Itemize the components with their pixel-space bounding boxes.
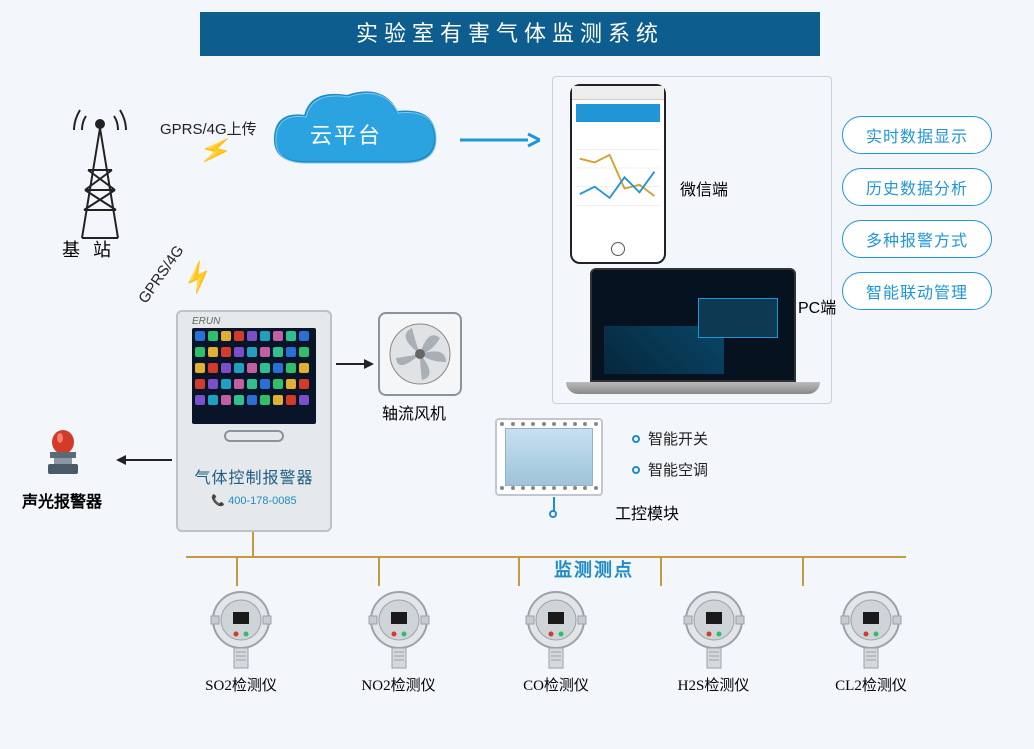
bus-drop — [802, 556, 804, 586]
gas-sensor: CO检测仪 — [501, 586, 611, 695]
bus-vertical — [252, 532, 254, 556]
gas-sensor: H2S检测仪 — [659, 586, 769, 695]
controller-brand: ERUN — [192, 316, 220, 327]
bus-drop — [236, 556, 238, 586]
controller-phone: 📞 400-178-0085 — [178, 494, 330, 507]
bus-drop — [378, 556, 380, 586]
gas-sensor: NO2检测仪 — [344, 586, 454, 695]
cloud-platform-label: 云平台 — [310, 118, 382, 150]
lightning-icon: ⚡ — [177, 257, 219, 299]
feature-pill: 智能联动管理 — [842, 272, 992, 310]
module-bullet-list: 智能开关 智能空调 — [632, 428, 708, 490]
list-item: 智能空调 — [632, 459, 708, 480]
bullet-label: 智能空调 — [648, 459, 708, 480]
arrow-left-icon — [116, 450, 172, 470]
feature-pill: 历史数据分析 — [842, 168, 992, 206]
bus-line — [186, 556, 906, 558]
wechat-client-label: 微信端 — [680, 176, 728, 200]
sensor-label: CL2检测仪 — [835, 674, 907, 695]
feature-list: 实时数据显示 历史数据分析 多种报警方式 智能联动管理 — [842, 116, 992, 310]
base-station-icon — [60, 90, 140, 240]
connector-dot — [549, 510, 557, 518]
sensor-row: SO2检测仪 NO2检测仪 CO检测 — [186, 586, 926, 695]
sensor-label: NO2检测仪 — [361, 674, 435, 695]
sensor-label: H2S检测仪 — [678, 674, 750, 695]
gas-controller-box: ERUN 气体控制报警器 📞 400-178-0085 — [176, 310, 332, 532]
base-station-label: 基 站 — [62, 236, 115, 262]
monitor-points-label: 监测测点 — [554, 556, 634, 582]
axial-fan-label: 轴流风机 — [382, 400, 446, 424]
bullet-label: 智能开关 — [648, 428, 708, 449]
page-title: 实验室有害气体监测系统 — [200, 12, 820, 56]
industrial-module-icon — [495, 418, 603, 496]
gas-sensor: CL2检测仪 — [816, 586, 926, 695]
bus-drop — [660, 556, 662, 586]
arrow-right-icon — [336, 354, 374, 374]
pc-client-label: PC端 — [798, 294, 836, 318]
sensor-label: CO检测仪 — [523, 674, 589, 695]
feature-pill: 实时数据显示 — [842, 116, 992, 154]
phone-mockup — [570, 84, 666, 264]
gas-sensor: SO2检测仪 — [186, 586, 296, 695]
alarm-lamp-label: 声光报警器 — [22, 488, 102, 512]
axial-fan-icon — [378, 312, 462, 396]
list-item: 智能开关 — [632, 428, 708, 449]
feature-pill: 多种报警方式 — [842, 220, 992, 258]
sensor-label: SO2检测仪 — [205, 674, 277, 695]
arrow-right-icon — [460, 130, 540, 150]
alarm-lamp-icon — [38, 428, 88, 483]
industrial-module-label: 工控模块 — [615, 500, 679, 524]
laptop-mockup — [566, 268, 820, 400]
bus-drop — [518, 556, 520, 586]
controller-label: 气体控制报警器 — [178, 464, 330, 488]
controller-screen — [192, 328, 316, 424]
